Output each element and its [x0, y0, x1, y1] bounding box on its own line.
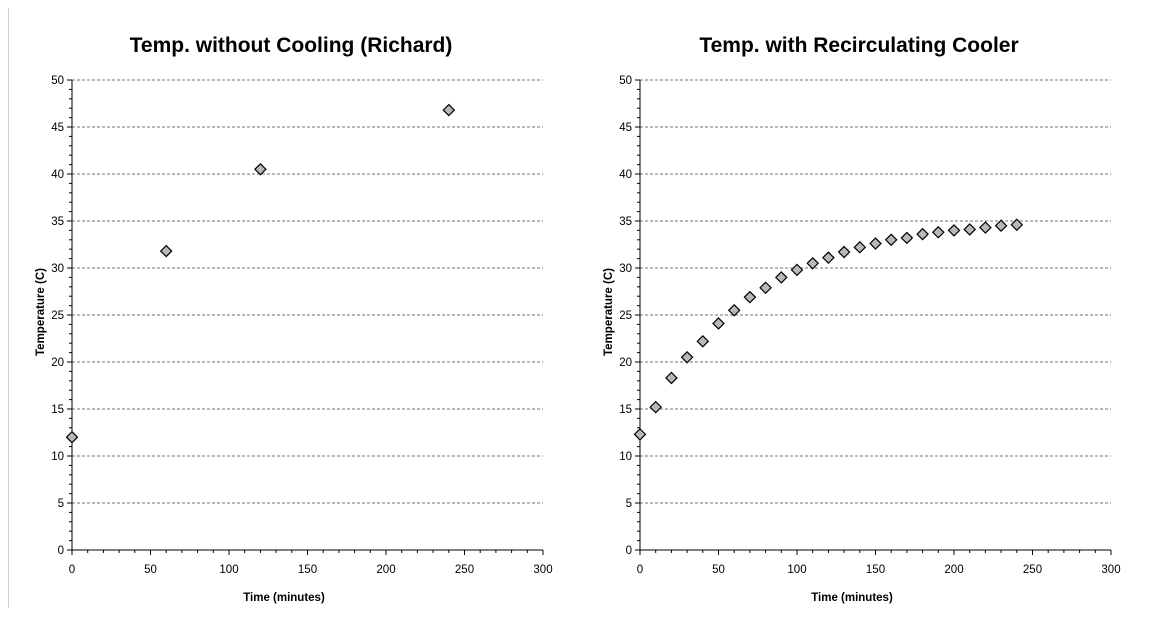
data-point-marker: [837, 245, 851, 259]
data-point-marker: [759, 281, 772, 295]
y-tick-label: 15: [619, 404, 632, 416]
data-point-marker: [254, 162, 267, 176]
x-tick-label: 200: [376, 564, 395, 576]
x-tick-label: 300: [533, 564, 552, 576]
y-tick-label: 0: [58, 545, 64, 557]
x-tick-label: 50: [712, 564, 725, 576]
y-tick-label: 35: [51, 216, 64, 228]
y-tick-label: 20: [619, 357, 632, 369]
data-point-marker: [159, 244, 173, 258]
y-tick-label: 50: [51, 75, 64, 87]
x-tick-labels: 0 50 100 150 200 250 300: [69, 564, 553, 576]
axes: [635, 79, 1112, 555]
data-points: [65, 103, 456, 444]
grid: [72, 79, 543, 504]
data-point-marker: [806, 256, 820, 270]
data-point-marker: [680, 350, 694, 364]
chart-svg: Temp. with Recirculating Cooler 0 5 10 15 20…: [603, 34, 1121, 604]
y-tick-label: 20: [51, 357, 64, 369]
x-tick-label: 300: [1101, 564, 1120, 576]
x-tick-label: 50: [144, 564, 157, 576]
data-point-marker: [963, 223, 977, 236]
y-tick-label: 25: [51, 310, 64, 322]
y-tick-label: 30: [51, 263, 64, 275]
data-point-marker: [774, 271, 788, 284]
data-point-marker: [790, 263, 804, 277]
x-tick-label: 100: [219, 564, 238, 576]
x-axis-label: Time (minutes): [243, 592, 325, 604]
data-point-marker: [712, 317, 725, 330]
data-point-marker: [979, 221, 992, 234]
y-tick-label: 25: [619, 310, 632, 322]
x-tick-label: 0: [637, 564, 643, 576]
chart-title: Temp. with Recirculating Cooler: [699, 34, 1018, 57]
y-tick-labels: 0 5 10 15 20 25 30 35 40 45 50: [51, 75, 64, 557]
chart-without-cooling: Temp. without Cooling (Richard) 0 5 10 15 20…: [12, 0, 572, 617]
data-point-marker: [884, 233, 898, 247]
x-tick-label: 0: [69, 564, 75, 576]
y-tick-label: 30: [619, 263, 632, 275]
x-tick-label: 150: [866, 564, 885, 576]
x-tick-label: 150: [298, 564, 317, 576]
y-tick-label: 50: [619, 75, 632, 87]
y-axis-label: Temperature (C): [603, 268, 615, 356]
y-tick-label: 45: [51, 122, 64, 134]
x-tick-label: 200: [944, 564, 963, 576]
data-point-marker: [916, 227, 929, 241]
y-tick-label: 0: [626, 545, 632, 557]
data-points: [633, 218, 1024, 441]
x-tick-label: 250: [455, 564, 474, 576]
data-point-marker: [665, 371, 678, 385]
data-point-marker: [900, 231, 914, 245]
x-axis-label: Time (minutes): [811, 592, 893, 604]
axes: [67, 79, 544, 555]
data-point-marker: [743, 290, 757, 304]
y-tick-label: 10: [619, 451, 632, 463]
data-point-marker: [1010, 218, 1024, 232]
x-tick-label: 250: [1023, 564, 1042, 576]
y-tick-label: 40: [51, 169, 64, 181]
x-tick-labels: 0 50 100 150 200 250 300: [637, 564, 1121, 576]
data-point-marker: [696, 334, 710, 348]
data-point-marker: [727, 303, 741, 317]
data-point-marker: [947, 224, 961, 237]
y-tick-label: 45: [619, 122, 632, 134]
data-point-marker: [633, 428, 647, 441]
data-point-marker: [649, 400, 663, 414]
data-point-marker: [822, 251, 835, 265]
x-tick-label: 100: [787, 564, 806, 576]
y-tick-label: 5: [58, 498, 64, 510]
grid: [640, 79, 1111, 504]
data-point-marker: [994, 219, 1008, 233]
y-tick-label: 10: [51, 451, 64, 463]
y-tick-labels: 0 5 10 15 20 25 30 35 40 45 50: [619, 75, 632, 557]
data-point-marker: [853, 240, 867, 254]
chart-title: Temp. without Cooling (Richard): [130, 34, 453, 57]
data-point-marker: [65, 430, 79, 444]
chart-svg: Temp. without Cooling (Richard) 0 5 10 15 20…: [35, 34, 553, 604]
data-point-marker: [442, 103, 456, 117]
left-border-line: [8, 8, 9, 608]
y-tick-label: 35: [619, 216, 632, 228]
data-point-marker: [931, 225, 945, 239]
y-tick-label: 5: [626, 498, 632, 510]
y-axis-label: Temperature (C): [35, 268, 47, 356]
chart-recirculating-cooler: Temp. with Recirculating Cooler 0 5 10 15 20…: [580, 0, 1140, 617]
y-tick-label: 40: [619, 169, 632, 181]
y-tick-label: 15: [51, 404, 64, 416]
data-point-marker: [869, 237, 882, 250]
